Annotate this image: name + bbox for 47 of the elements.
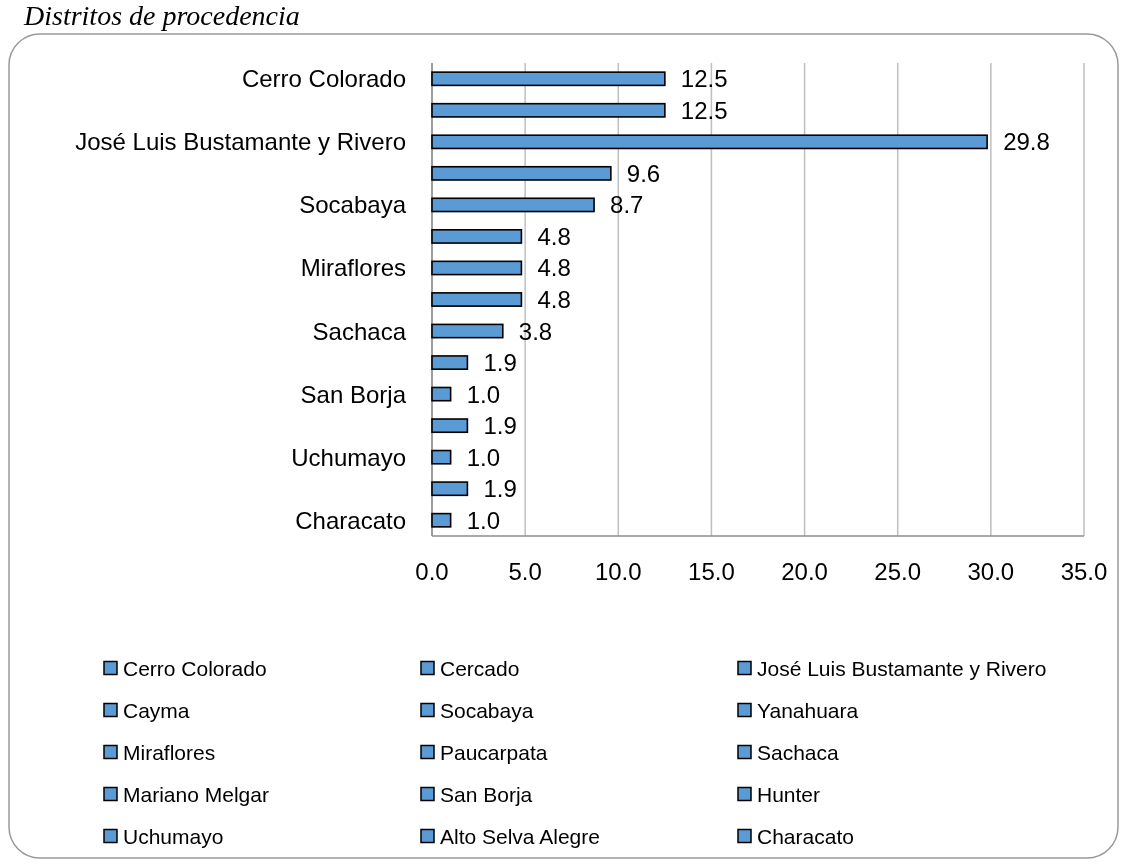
x-tick-label: 10.0	[594, 557, 642, 585]
y-tick-label: San Borja	[300, 380, 407, 408]
legend-label: Uchumayo	[123, 824, 224, 848]
legend-label: Cerro Colorado	[123, 656, 267, 680]
y-tick-label: Sachaca	[312, 317, 407, 345]
legend-label: Characato	[757, 824, 854, 848]
y-tick-label: Socabaya	[299, 191, 407, 219]
x-tick-label: 20.0	[781, 557, 828, 585]
legend-label: Sachaca	[757, 740, 840, 764]
data-label: 4.8	[537, 254, 571, 282]
data-label: 1.0	[466, 443, 500, 471]
y-tick-label: Cerro Colorado	[241, 65, 406, 93]
data-label: 29.8	[1003, 128, 1050, 156]
y-tick-label: Miraflores	[300, 254, 406, 282]
data-label: 1.9	[483, 349, 517, 377]
x-tick-label: 25.0	[874, 557, 922, 585]
legend-label: Miraflores	[123, 740, 216, 764]
data-label: 8.7	[610, 191, 644, 219]
legend-label: Cayma	[123, 698, 190, 722]
data-label: 3.8	[518, 317, 553, 345]
legend-label: Cercado	[440, 656, 520, 680]
x-tick-label: 0.0	[415, 557, 449, 585]
text: Distritos de procedencia	[23, 0, 300, 31]
legend-label: José Luis Bustamante y Rivero	[757, 656, 1047, 680]
legend-label: Hunter	[757, 782, 821, 806]
data-label: 4.8	[537, 222, 571, 250]
y-tick-label: Uchumayo	[291, 443, 406, 471]
legend-label: Paucarpata	[440, 740, 548, 764]
data-label: 1.9	[483, 412, 517, 440]
data-label: 9.6	[626, 159, 661, 187]
y-tick-label: José Luis Bustamante y Rivero	[75, 128, 406, 156]
data-label: 12.5	[680, 96, 728, 124]
x-tick-label: 30.0	[967, 557, 1015, 585]
data-label: 1.0	[466, 506, 500, 534]
x-tick-label: 15.0	[688, 557, 735, 585]
legend-label: Mariano Melgar	[123, 782, 269, 806]
legend-label: Yanahuara	[757, 698, 859, 722]
x-tick-label: 35.0	[1060, 557, 1108, 585]
x-tick-label: 5.0	[508, 557, 542, 585]
data-label: 12.5	[680, 65, 728, 93]
y-tick-label: Characato	[295, 506, 406, 534]
data-label: 1.9	[483, 475, 517, 503]
data-label: 1.0	[466, 380, 500, 408]
data-label: 4.8	[537, 286, 571, 313]
legend-label: Alto Selva Alegre	[440, 824, 600, 848]
legend-label: San Borja	[440, 782, 533, 806]
legend-label: Socabaya	[440, 698, 534, 722]
